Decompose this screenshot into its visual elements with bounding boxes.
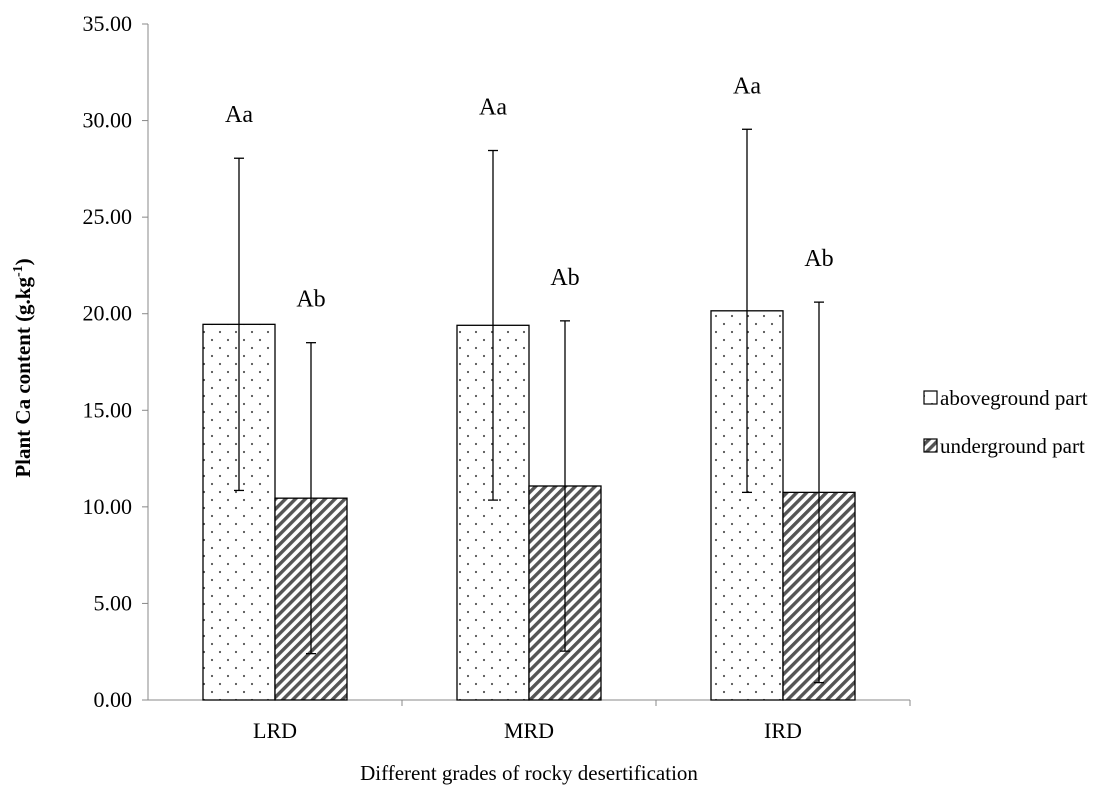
- significance-label: Ab: [804, 246, 833, 272]
- significance-label: Ab: [550, 265, 579, 291]
- x-category-label: LRD: [253, 718, 297, 743]
- y-tick-label: 15.00: [83, 397, 133, 422]
- y-axis-title-main: Plant Ca content (g.kg: [11, 277, 35, 478]
- y-axis-title-superscript: -1: [11, 265, 26, 277]
- y-tick-label: 35.00: [83, 11, 133, 36]
- legend-label: aboveground part: [940, 386, 1088, 410]
- x-category-label: MRD: [504, 718, 554, 743]
- significance-label: Aa: [733, 73, 761, 99]
- significance-label: Aa: [479, 95, 507, 121]
- x-axis-title: Different grades of rocky desertificatio…: [360, 761, 698, 785]
- y-axis-title: Plant Ca content (g.kg-1): [11, 258, 35, 477]
- y-tick-label: 5.00: [94, 590, 133, 615]
- significance-label: Ab: [296, 287, 325, 313]
- y-axis-title-close: ): [11, 258, 35, 265]
- legend-swatch: [923, 390, 938, 405]
- y-tick-label: 0.00: [94, 687, 133, 712]
- x-category-label: IRD: [764, 718, 802, 743]
- y-tick-label: 10.00: [83, 494, 133, 519]
- significance-label: Aa: [225, 102, 253, 128]
- legend-swatch: [923, 438, 938, 453]
- legend-label: underground part: [940, 434, 1085, 458]
- y-tick-label: 20.00: [83, 301, 133, 326]
- y-tick-label: 30.00: [83, 108, 133, 133]
- y-tick-label: 25.00: [83, 204, 133, 229]
